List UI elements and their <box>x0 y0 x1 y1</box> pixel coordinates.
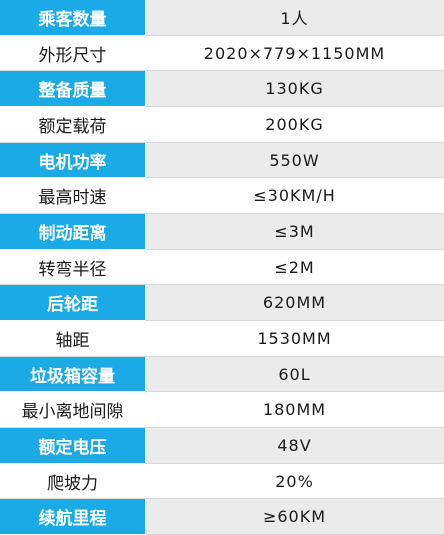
spec-row-climbing: 爬坡力 20% <box>0 463 444 500</box>
spec-label: 制动距离 <box>0 214 145 250</box>
spec-label: 后轮距 <box>0 285 145 322</box>
spec-value: 1530MM <box>145 321 444 357</box>
spec-row-motor-power: 电机功率 550W <box>0 142 444 179</box>
spec-row-passengers: 乘客数量 1人 <box>0 0 444 36</box>
spec-value: 1人 <box>145 0 444 36</box>
spec-row-rear-track: 后轮距 620MM <box>0 285 444 322</box>
spec-value: ≤3M <box>145 214 444 250</box>
spec-label: 垃圾箱容量 <box>0 356 145 393</box>
spec-row-bin-capacity: 垃圾箱容量 60L <box>0 356 444 393</box>
spec-row-rated-voltage: 额定电压 48V <box>0 428 444 464</box>
spec-value: ≤30KM/H <box>145 178 444 215</box>
spec-value: ≤2M <box>145 249 444 286</box>
spec-label: 整备质量 <box>0 71 145 108</box>
spec-value: 20% <box>145 463 444 500</box>
spec-label: 转弯半径 <box>0 249 145 286</box>
spec-value: 620MM <box>145 285 444 322</box>
spec-label: 最小离地间隙 <box>0 392 145 429</box>
spec-label: 轴距 <box>0 321 145 357</box>
spec-value: 550W <box>145 142 444 179</box>
spec-row-max-speed: 最高时速 ≤30KM/H <box>0 178 444 215</box>
spec-label: 最高时速 <box>0 178 145 215</box>
spec-value: 2020×779×1150MM <box>145 35 444 72</box>
spec-value: ≥60KM <box>145 499 444 535</box>
spec-row-range: 续航里程 ≥60KM <box>0 499 444 535</box>
spec-row-dimensions: 外形尺寸 2020×779×1150MM <box>0 35 444 72</box>
spec-label: 爬坡力 <box>0 463 145 500</box>
spec-value: 60L <box>145 356 444 393</box>
spec-label: 额定电压 <box>0 428 145 464</box>
spec-row-turning-radius: 转弯半径 ≤2M <box>0 249 444 286</box>
spec-label: 电机功率 <box>0 142 145 179</box>
spec-row-rated-load: 额定载荷 200KG <box>0 107 444 143</box>
spec-label: 续航里程 <box>0 499 145 535</box>
spec-row-ground-clearance: 最小离地间隙 180MM <box>0 392 444 429</box>
spec-value: 48V <box>145 428 444 464</box>
spec-value: 200KG <box>145 107 444 143</box>
spec-value: 180MM <box>145 392 444 429</box>
spec-label: 外形尺寸 <box>0 35 145 72</box>
spec-label: 额定载荷 <box>0 107 145 143</box>
spec-label: 乘客数量 <box>0 0 145 36</box>
spec-row-wheelbase: 轴距 1530MM <box>0 321 444 357</box>
spec-value: 130KG <box>145 71 444 108</box>
spec-row-braking-distance: 制动距离 ≤3M <box>0 214 444 250</box>
spec-row-curb-weight: 整备质量 130KG <box>0 71 444 108</box>
